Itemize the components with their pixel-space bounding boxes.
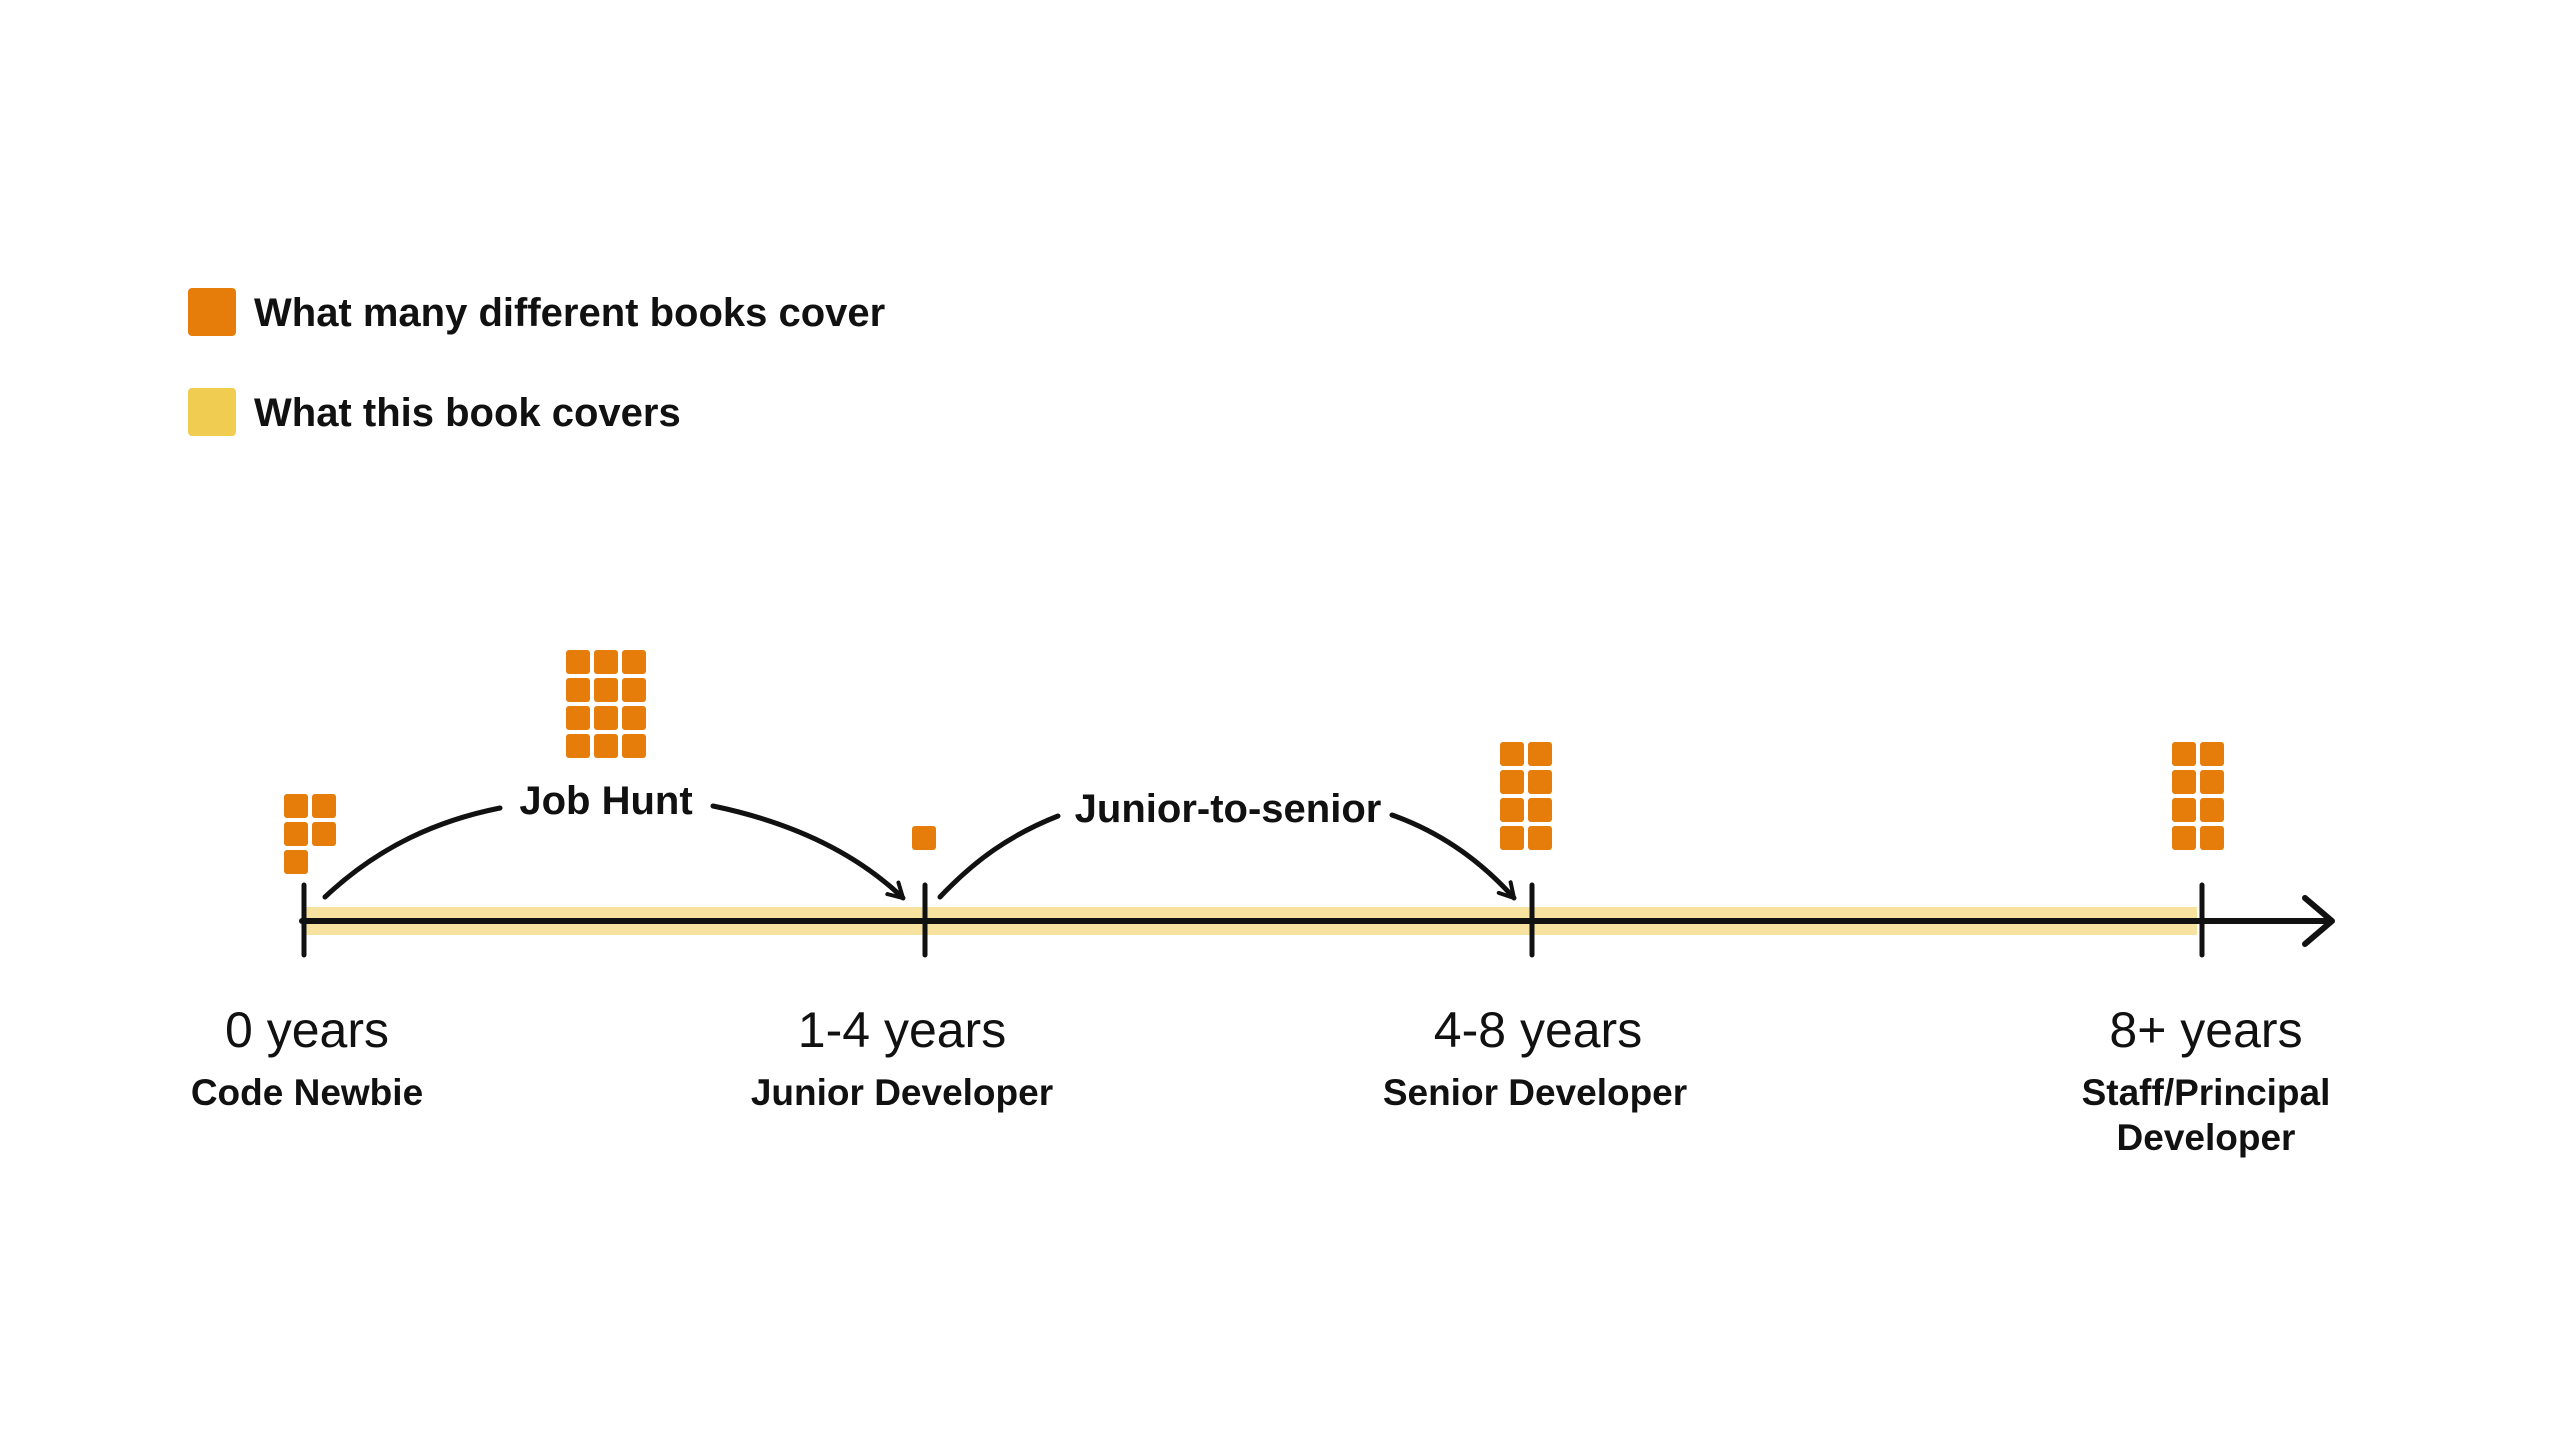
stage-years-1: 1-4 years	[798, 1002, 1006, 1058]
book-block-job-hunt-1	[594, 650, 618, 674]
book-block-stage-1-0	[912, 826, 936, 850]
job-hunt-arrow-head	[710, 803, 906, 901]
book-block-stage-3-7	[2200, 826, 2224, 850]
book-block-job-hunt-10	[594, 734, 618, 758]
book-block-stage-3-6	[2172, 826, 2196, 850]
stage-role-2: Senior Developer	[1383, 1072, 1687, 1113]
book-block-stage-2-6	[1500, 826, 1524, 850]
stage-role-1: Junior Developer	[751, 1072, 1053, 1113]
stage-ticks	[301, 882, 2205, 958]
stage-role-3: Staff/Principal	[2082, 1072, 2331, 1113]
legend-label-this-book: What this book covers	[254, 391, 681, 435]
book-block-job-hunt-0	[566, 650, 590, 674]
book-block-stage-3-2	[2172, 770, 2196, 794]
book-block-stage-3-4	[2172, 798, 2196, 822]
legend-swatch-many-books	[188, 288, 236, 336]
book-blocks	[284, 650, 2224, 874]
book-block-stage-0-3	[312, 822, 336, 846]
legend-label-many-books: What many different books cover	[254, 291, 885, 335]
transition-label-junior-to-senior: Junior-to-senior	[1075, 787, 1382, 831]
book-block-stage-0-2	[284, 822, 308, 846]
book-block-job-hunt-8	[622, 706, 646, 730]
stage-role-3-line2: Developer	[2117, 1117, 2296, 1158]
book-block-job-hunt-4	[594, 678, 618, 702]
book-block-stage-2-3	[1528, 770, 1552, 794]
book-block-job-hunt-6	[566, 706, 590, 730]
book-block-stage-3-1	[2200, 742, 2224, 766]
book-block-stage-2-5	[1528, 798, 1552, 822]
book-block-job-hunt-2	[622, 650, 646, 674]
book-block-stage-0-4	[284, 850, 308, 874]
book-block-stage-0-1	[312, 794, 336, 818]
book-block-stage-0-0	[284, 794, 308, 818]
stage-years-2: 4-8 years	[1434, 1002, 1642, 1058]
book-block-job-hunt-5	[622, 678, 646, 702]
book-block-job-hunt-3	[566, 678, 590, 702]
stage-years-0: 0 years	[225, 1002, 389, 1058]
transition-label-job-hunt: Job Hunt	[519, 779, 692, 823]
stage-role-0: Code Newbie	[191, 1072, 423, 1113]
stage-years-3: 8+ years	[2109, 1002, 2302, 1058]
book-block-stage-3-0	[2172, 742, 2196, 766]
book-block-job-hunt-7	[594, 706, 618, 730]
book-block-stage-3-5	[2200, 798, 2224, 822]
book-block-stage-2-1	[1528, 742, 1552, 766]
book-block-job-hunt-9	[566, 734, 590, 758]
book-block-stage-2-4	[1500, 798, 1524, 822]
job-hunt-arrow	[322, 805, 503, 900]
book-block-stage-3-3	[2200, 770, 2224, 794]
book-block-stage-2-2	[1500, 770, 1524, 794]
junior-to-senior-arrow	[937, 813, 1061, 900]
book-block-stage-2-0	[1500, 742, 1524, 766]
junior-to-senior-arrow-head	[1389, 812, 1517, 901]
legend: What many different books cover What thi…	[188, 288, 885, 436]
book-block-job-hunt-11	[622, 734, 646, 758]
book-block-stage-2-7	[1528, 826, 1552, 850]
timeline-arrow-icon	[2302, 895, 2335, 947]
legend-swatch-this-book	[188, 388, 236, 436]
